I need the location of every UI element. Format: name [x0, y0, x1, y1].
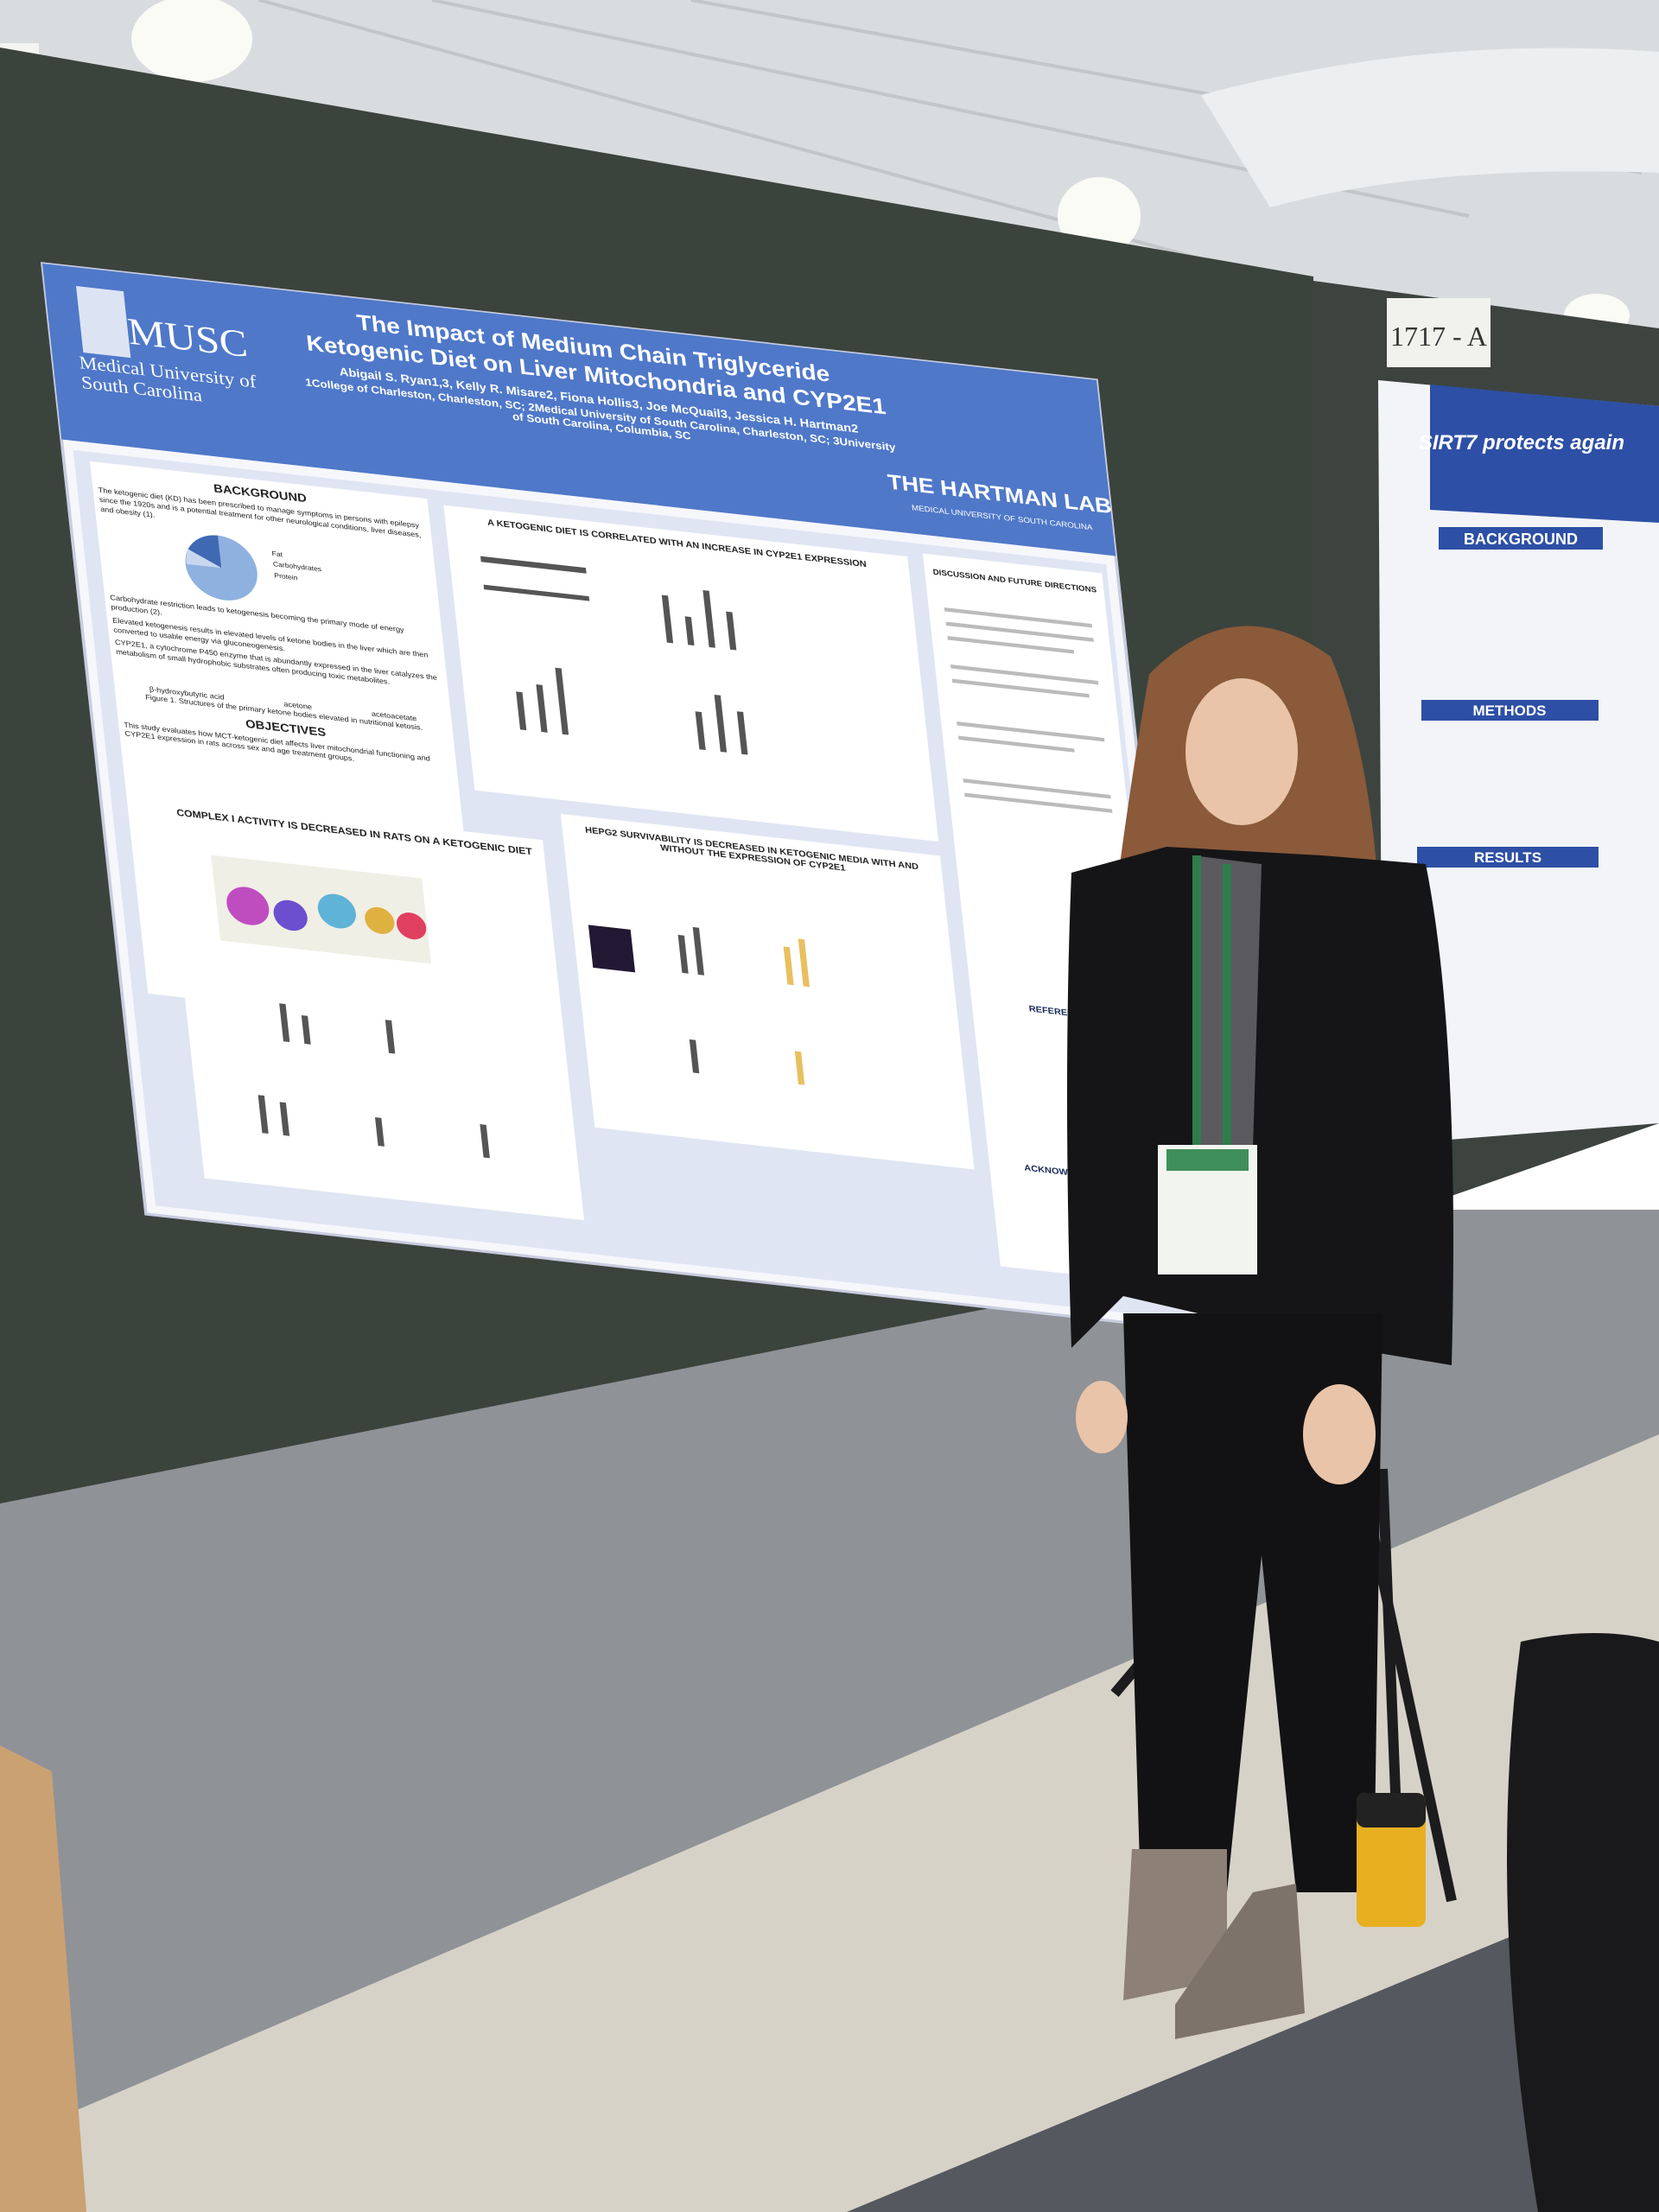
booth-number: 1717 - A	[1390, 321, 1487, 352]
cup-lid	[1357, 1793, 1426, 1827]
neighbor-heading: RESULTS	[1474, 849, 1541, 866]
duct	[1201, 48, 1659, 207]
neighbor-heading: BACKGROUND	[1464, 531, 1578, 548]
neighbor-heading-bg	[1421, 700, 1599, 721]
figure-panel	[560, 813, 975, 1170]
logo-building	[76, 286, 131, 359]
neighbor-poster	[1378, 380, 1659, 1145]
bag	[1507, 1633, 1659, 2212]
figure-graphics	[588, 925, 810, 1085]
neighbor-heading-bg	[1439, 527, 1603, 550]
text-lines	[944, 607, 1113, 813]
neighbor-header	[1430, 385, 1659, 523]
light	[131, 0, 252, 82]
poster-header	[42, 264, 1116, 556]
neighbor-heading: METHODS	[1473, 702, 1547, 719]
booth-sign	[1387, 298, 1491, 367]
tube	[0, 1745, 86, 2212]
figure-panel	[443, 505, 939, 842]
figure-graphics	[211, 855, 490, 1159]
poster: MUSC Medical University of South Carolin…	[40, 262, 1203, 1332]
neighbor-heading-bg	[1417, 847, 1599, 868]
person	[1067, 626, 1453, 2039]
carpet-dark	[847, 1875, 1659, 2212]
neighbor-title: SIRT7 protects again	[1419, 431, 1624, 454]
light	[1058, 177, 1141, 255]
figure-graphics	[480, 556, 748, 755]
